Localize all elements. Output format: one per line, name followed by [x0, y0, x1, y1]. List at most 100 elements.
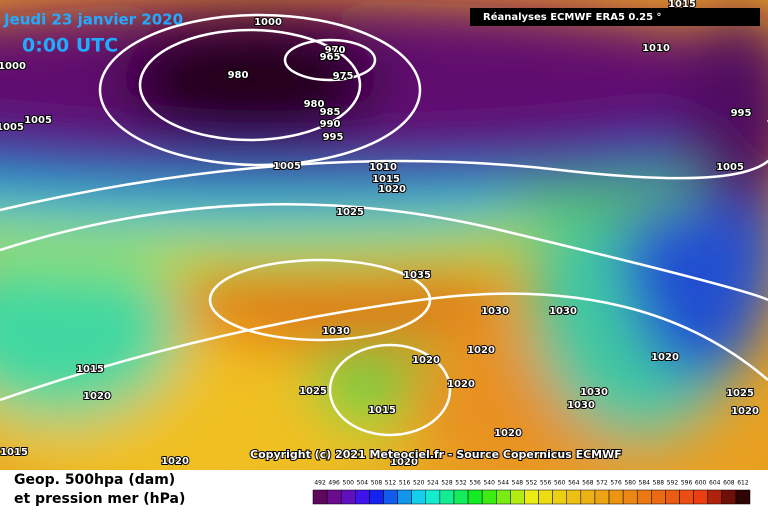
isobar-label: 1010	[369, 162, 397, 173]
scale-swatch	[622, 489, 638, 505]
scale-swatch	[369, 489, 384, 505]
scale-label: 576	[610, 480, 622, 487]
isobar-label: 1020	[447, 379, 475, 390]
isobar-label: 1030	[481, 306, 509, 317]
map-date: Jeudi 23 janvier 2020	[3, 11, 183, 29]
scale-label: 516	[399, 480, 411, 487]
scale-label: 500	[343, 480, 355, 487]
isobar-label: 1025	[336, 207, 364, 218]
scale-swatch	[594, 489, 610, 505]
isobar-label: 1000	[254, 17, 282, 28]
isobar-label: 1020	[390, 457, 418, 468]
isobar-label: 995	[323, 132, 344, 143]
isobar-label: 1020	[412, 355, 440, 366]
isobar-label: 995	[731, 108, 752, 119]
scale-swatch	[411, 489, 427, 505]
scale-swatch	[608, 489, 624, 505]
scale-label: 528	[441, 480, 453, 487]
isobar-label: 1005	[24, 115, 52, 126]
scale-label: 556	[540, 480, 552, 487]
scale-swatch	[453, 489, 469, 505]
scale-swatch	[693, 489, 708, 505]
scale-swatch	[665, 489, 680, 505]
scale-swatch	[552, 489, 567, 505]
scale-label: 540	[483, 480, 495, 487]
scale-label: 496	[328, 480, 340, 487]
scale-label: 524	[427, 480, 439, 487]
scale-swatch	[721, 489, 737, 505]
scale-swatch	[383, 489, 398, 505]
legend-line-1: Geop. 500hpa (dam)	[14, 472, 175, 488]
isobar-label: 975	[333, 71, 354, 82]
scale-label: 564	[568, 480, 580, 487]
isobar-label: 1015	[76, 364, 104, 375]
isobar-label: 980	[304, 99, 325, 110]
scale-label: 492	[314, 480, 326, 487]
isobar-label: 1020	[731, 406, 759, 417]
isobar-label: 1005	[0, 122, 24, 133]
isobar-label: 1020	[467, 345, 495, 356]
isobar-label: 1020	[494, 428, 522, 439]
scale-label: 612	[737, 480, 749, 487]
scale-label: 544	[498, 480, 510, 487]
isobars	[0, 13, 768, 437]
scale-swatch	[538, 489, 553, 505]
scale-label: 600	[695, 480, 707, 487]
isobar-label: 990	[320, 119, 341, 130]
isobar-label: 1030	[549, 306, 577, 317]
isobar-label: 980	[228, 70, 249, 81]
scale-swatch	[636, 489, 652, 505]
copyright: Copyright (c) 2021 Meteociel.fr - Source…	[250, 448, 622, 461]
scale-swatch	[326, 489, 342, 505]
isobar-label: 1000	[0, 61, 26, 72]
scale-label: 596	[681, 480, 693, 487]
isobar-labels: 1000100098097096597598098599099510051005…	[0, 0, 760, 469]
scale-label: 608	[723, 480, 735, 487]
isobar-label: 1005	[716, 162, 744, 173]
scale-swatch	[340, 489, 356, 505]
scale-label: 536	[469, 480, 481, 487]
scale-swatch	[439, 489, 455, 505]
isobar-label: 1020	[161, 456, 189, 467]
scale-label: 580	[624, 480, 636, 487]
scale-swatch	[707, 489, 723, 505]
scale-swatch	[735, 489, 751, 505]
source-label: Réanalyses ECMWF ERA5 0.25 °	[483, 11, 662, 23]
isobar-label: 1020	[83, 391, 111, 402]
scale-swatch	[312, 489, 328, 505]
isobar-label: 1020	[378, 184, 406, 195]
scale-label: 560	[554, 480, 566, 487]
isobar-label: 1030	[322, 326, 350, 337]
scale-label: 520	[413, 480, 425, 487]
scale-swatch	[397, 489, 412, 505]
scale-label: 584	[639, 480, 651, 487]
scale-label: 568	[582, 480, 594, 487]
scale-swatch	[651, 489, 666, 505]
scale-swatch	[467, 489, 483, 505]
scale-swatch	[496, 489, 511, 505]
scale-label: 512	[385, 480, 397, 487]
scale-label: 572	[596, 480, 608, 487]
isobar-label: 985	[320, 107, 341, 118]
legend-line-2: et pression mer (hPa)	[14, 491, 185, 507]
scale-swatch	[481, 489, 497, 505]
scale-swatch	[425, 489, 441, 505]
scale-label: 552	[526, 480, 538, 487]
scale-swatch	[355, 489, 370, 505]
isobar-label: 1015	[0, 447, 28, 458]
isobar-label: 1030	[567, 400, 595, 411]
scale-swatch	[566, 489, 582, 505]
source-box	[470, 8, 760, 26]
color-scale: 492 496 500 504 508 512 516 520 524 528 532 536 540 5…	[312, 480, 751, 505]
isobar-label: 1015	[372, 174, 400, 185]
isobar-label: 1025	[299, 386, 327, 397]
isobar-label: 1020	[651, 352, 679, 363]
scale-label: 508	[371, 480, 383, 487]
scale-swatch	[510, 489, 525, 505]
scale-label: 504	[357, 480, 369, 487]
isobar-label: 1025	[726, 388, 754, 399]
isobar-label: 1015	[368, 405, 396, 416]
scale-label: 604	[709, 480, 721, 487]
